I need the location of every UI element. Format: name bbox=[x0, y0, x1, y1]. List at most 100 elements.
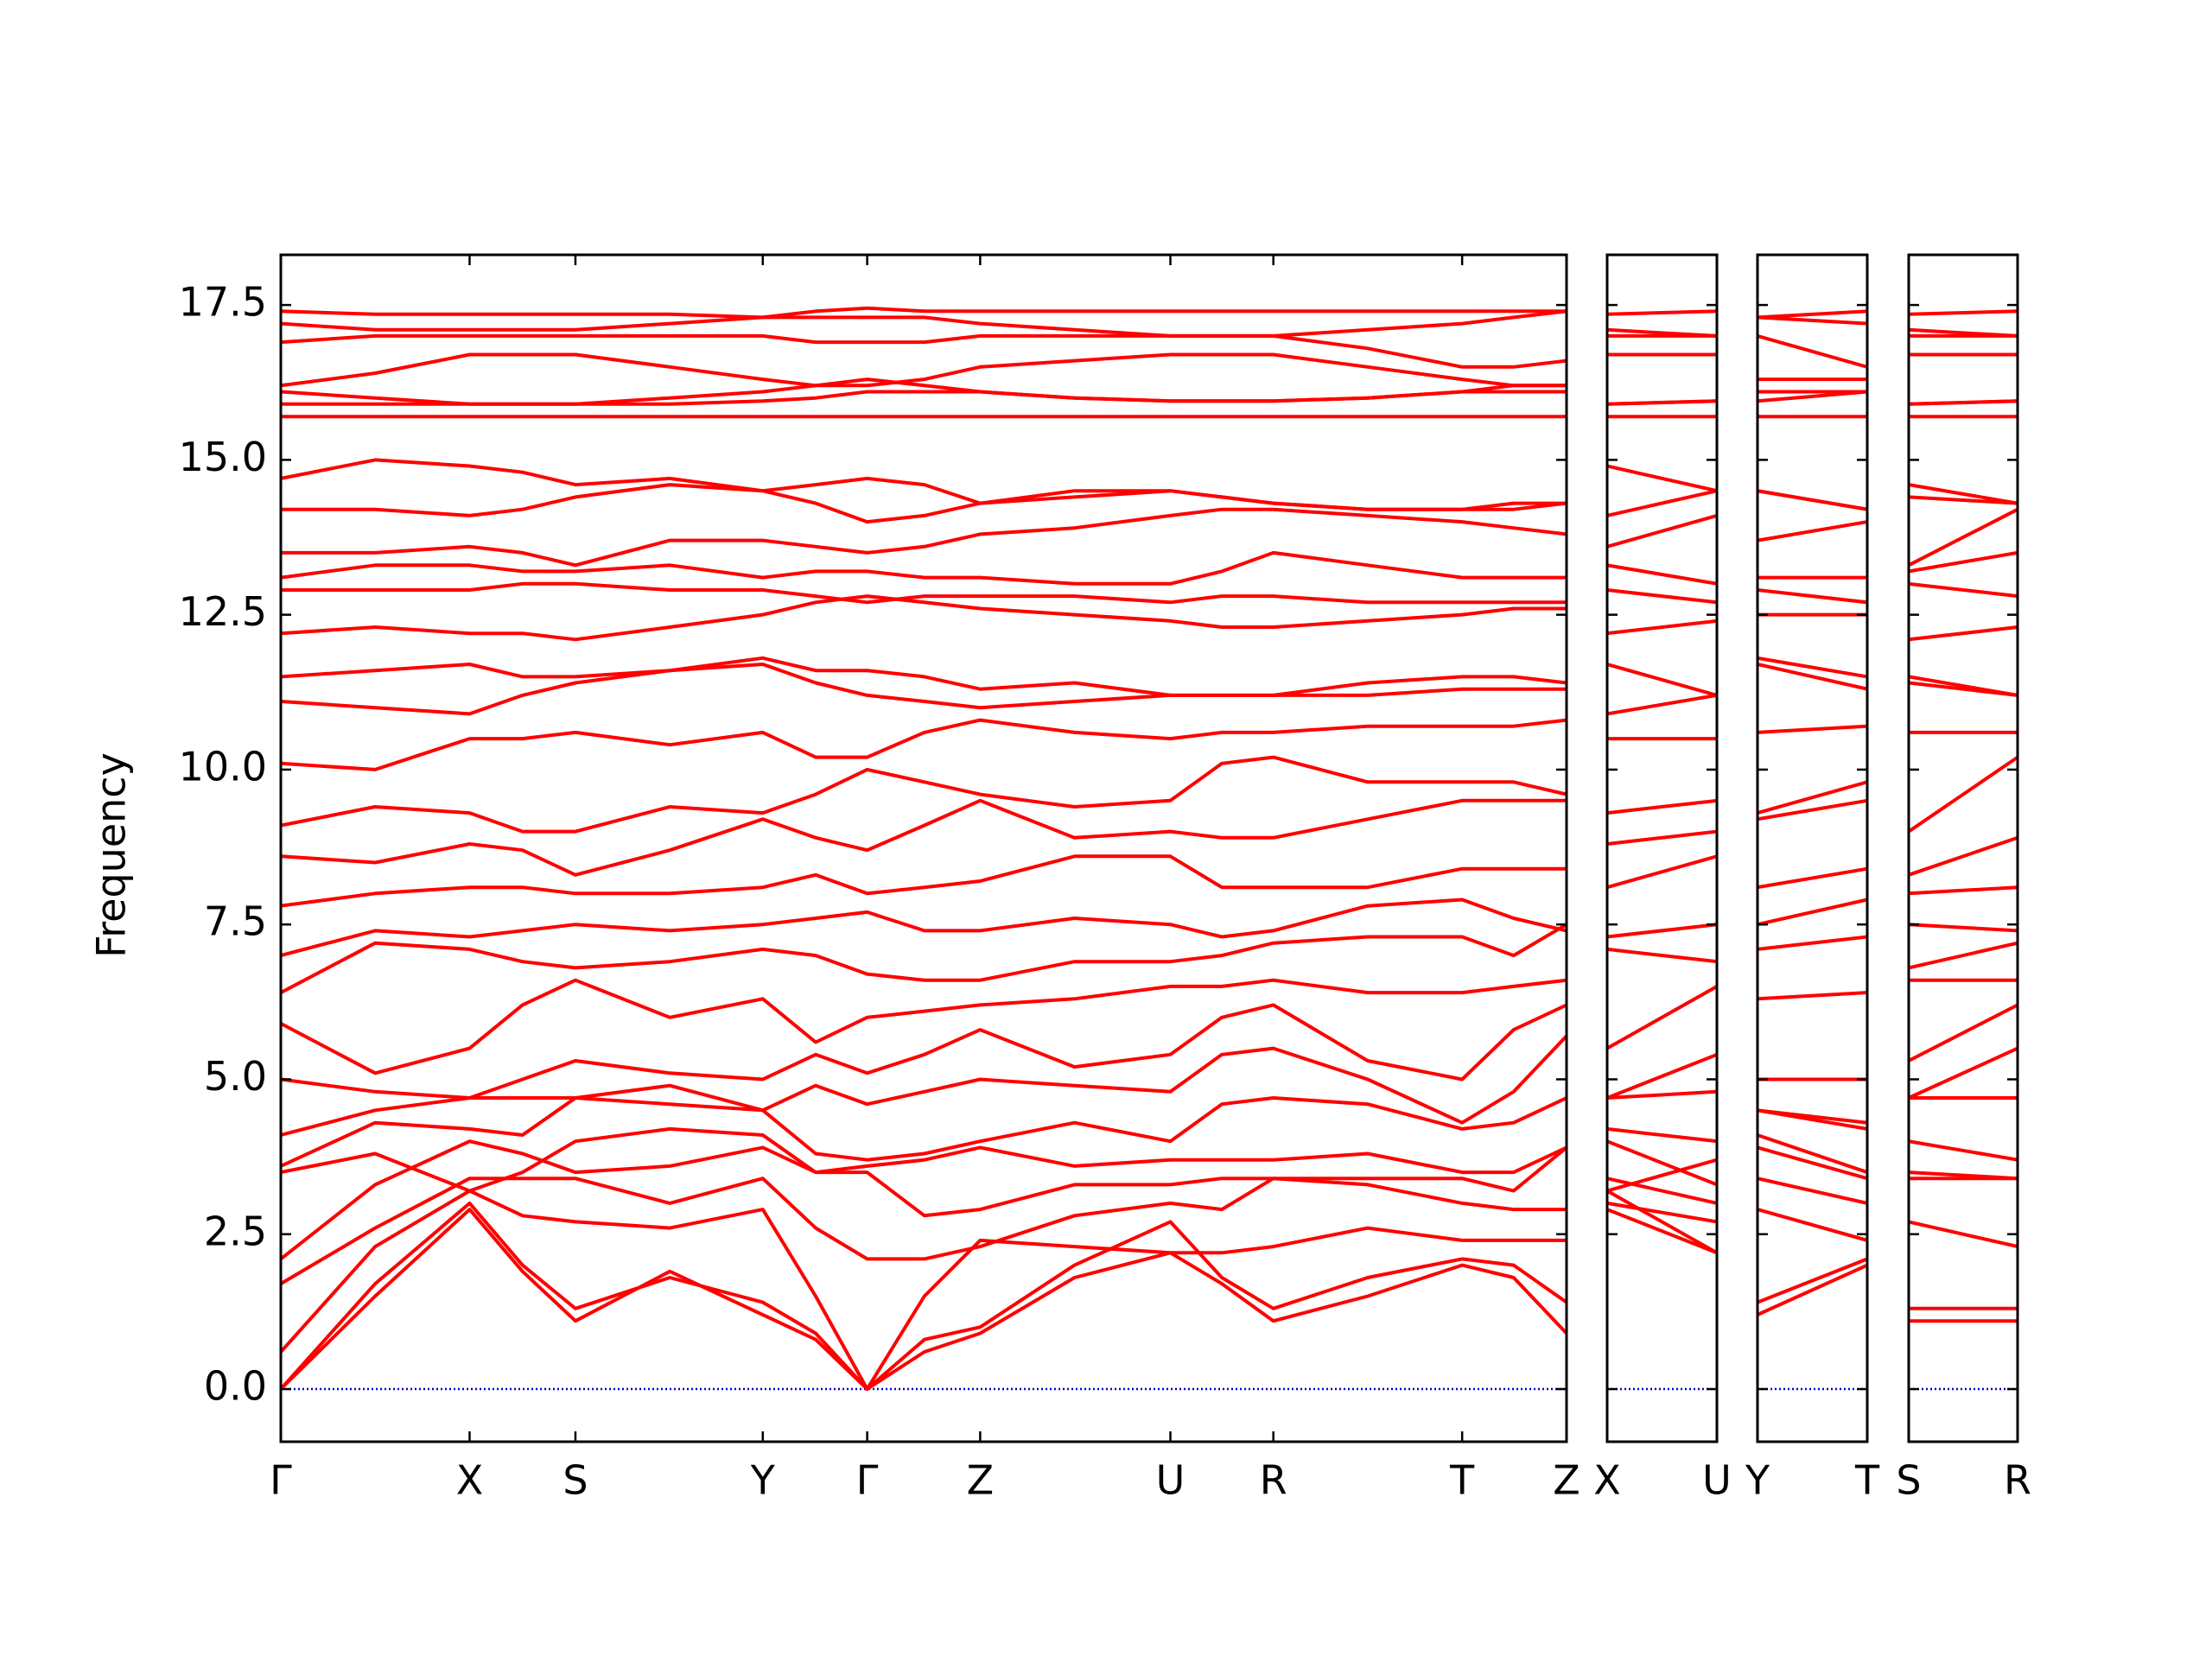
band bbox=[281, 333, 1567, 369]
band bbox=[1909, 1220, 2018, 1249]
band bbox=[1909, 941, 2018, 970]
band bbox=[1909, 1139, 2018, 1162]
x-tick-label: T bbox=[1854, 1457, 1880, 1504]
band bbox=[1607, 1052, 1717, 1100]
axes-frame bbox=[1756, 253, 1869, 1443]
band bbox=[1607, 798, 1717, 815]
band bbox=[1758, 866, 1867, 890]
band bbox=[1758, 1145, 1867, 1181]
band bbox=[1607, 588, 1717, 605]
axes-frame bbox=[279, 253, 1568, 1443]
band bbox=[1909, 1003, 2018, 1063]
band bbox=[1607, 829, 1717, 846]
band bbox=[1607, 1089, 1717, 1100]
band bbox=[1758, 309, 1867, 320]
band bbox=[281, 594, 1567, 642]
band bbox=[281, 352, 1567, 388]
x-tick-label: U bbox=[1156, 1457, 1185, 1504]
x-tick-label: Γ bbox=[856, 1457, 879, 1504]
band bbox=[1909, 495, 2018, 505]
band bbox=[1607, 1158, 1717, 1193]
band bbox=[1607, 1208, 1717, 1255]
band bbox=[1758, 1257, 1867, 1304]
band bbox=[1758, 656, 1867, 679]
band bbox=[1607, 513, 1717, 549]
band bbox=[1909, 1046, 2018, 1100]
axes-frame bbox=[1907, 253, 2019, 1443]
band bbox=[1607, 1189, 1717, 1255]
band bbox=[1607, 923, 1717, 939]
band bbox=[1758, 898, 1867, 927]
band bbox=[1607, 618, 1717, 636]
band bbox=[1909, 399, 2018, 406]
band bbox=[1607, 399, 1717, 406]
band bbox=[281, 306, 1567, 320]
band bbox=[281, 1126, 1567, 1193]
band bbox=[281, 309, 1567, 338]
band bbox=[1909, 923, 2018, 933]
band bbox=[281, 550, 1567, 586]
band bbox=[281, 1003, 1567, 1100]
band bbox=[281, 1034, 1567, 1137]
band bbox=[1758, 315, 1867, 326]
band bbox=[1909, 581, 2018, 599]
band bbox=[1607, 309, 1717, 316]
x-tick-label: Y bbox=[750, 1457, 776, 1504]
band bbox=[281, 718, 1567, 771]
y-tick-label: 15.0 bbox=[179, 434, 267, 480]
band bbox=[281, 1139, 1567, 1260]
band bbox=[281, 1096, 1567, 1168]
y-axis-label: Frequency bbox=[88, 752, 135, 958]
band bbox=[1758, 663, 1867, 691]
band bbox=[1909, 835, 2018, 877]
axes-frame bbox=[1605, 253, 1719, 1443]
band bbox=[281, 854, 1567, 908]
band bbox=[281, 1201, 1567, 1391]
band bbox=[1607, 327, 1717, 338]
band bbox=[1607, 947, 1717, 964]
x-tick-label: U bbox=[1702, 1457, 1732, 1504]
band bbox=[1758, 1108, 1867, 1125]
band bbox=[1607, 1201, 1717, 1224]
x-tick-label: R bbox=[1260, 1457, 1287, 1504]
band bbox=[1909, 327, 2018, 338]
band bbox=[1909, 309, 2018, 316]
y-tick-label: 17.5 bbox=[179, 279, 267, 326]
band bbox=[1758, 333, 1867, 369]
band bbox=[281, 656, 1567, 697]
y-tick-label: 0.0 bbox=[204, 1363, 267, 1410]
band bbox=[1758, 1177, 1867, 1205]
y-tick-label: 12.5 bbox=[179, 588, 267, 635]
x-tick-label: Z bbox=[1553, 1457, 1580, 1504]
x-tick-label: Γ bbox=[270, 1457, 292, 1504]
y-tick-label: 7.5 bbox=[204, 898, 267, 945]
y-tick-label: 10.0 bbox=[179, 743, 267, 790]
band bbox=[281, 755, 1567, 834]
band bbox=[1607, 1126, 1717, 1144]
band bbox=[1607, 985, 1717, 1050]
band bbox=[281, 458, 1567, 511]
band bbox=[1909, 885, 2018, 896]
band bbox=[1909, 755, 2018, 834]
band bbox=[1758, 588, 1867, 605]
band bbox=[1758, 1133, 1867, 1174]
x-tick-label: T bbox=[1449, 1457, 1475, 1504]
band bbox=[1607, 1177, 1717, 1205]
band bbox=[1909, 675, 2018, 697]
plot-area bbox=[281, 306, 1567, 1391]
band bbox=[1607, 464, 1717, 493]
band bbox=[281, 923, 1567, 994]
band bbox=[1909, 483, 2018, 505]
band bbox=[281, 898, 1567, 958]
band bbox=[1909, 1170, 2018, 1181]
band bbox=[1607, 1139, 1717, 1187]
band bbox=[1758, 780, 1867, 815]
band bbox=[1758, 935, 1867, 951]
band bbox=[1607, 854, 1717, 890]
band bbox=[1607, 489, 1717, 517]
band bbox=[1909, 507, 2018, 568]
band bbox=[1607, 663, 1717, 697]
band bbox=[281, 507, 1567, 568]
